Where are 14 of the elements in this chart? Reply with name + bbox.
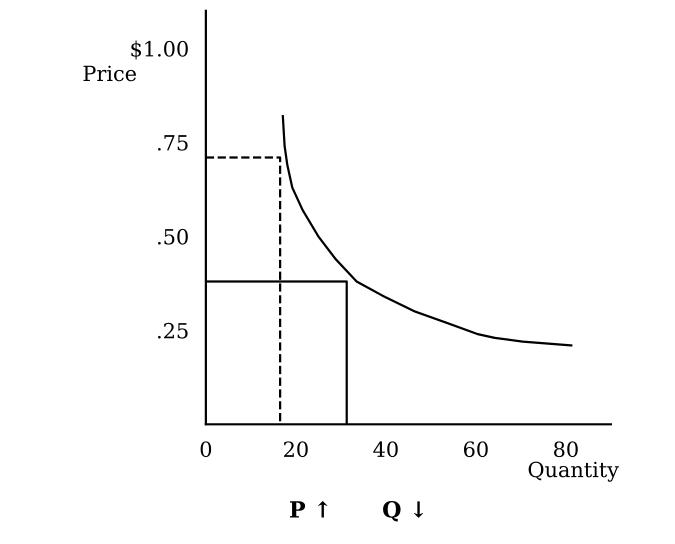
x-tick-label: 40 (373, 441, 398, 458)
y-tick-label: $1.00 (131, 40, 188, 60)
y-tick-label: .50 (158, 228, 188, 245)
text: P ↑ (290, 500, 328, 518)
x-tick-label: 80 (554, 441, 578, 458)
text: Q ↓ (383, 501, 424, 522)
x-tick-label: 60 (464, 441, 488, 458)
y-tick-label: .25 (158, 322, 188, 339)
y-tick-label: .75 (158, 135, 188, 151)
y-axis-title: Price (84, 66, 136, 82)
x-axis-title: Quantity (528, 462, 619, 482)
line-series (282, 115, 572, 346)
x-tick-label: 0 (200, 441, 212, 458)
x-tick-label: 20 (284, 441, 308, 458)
